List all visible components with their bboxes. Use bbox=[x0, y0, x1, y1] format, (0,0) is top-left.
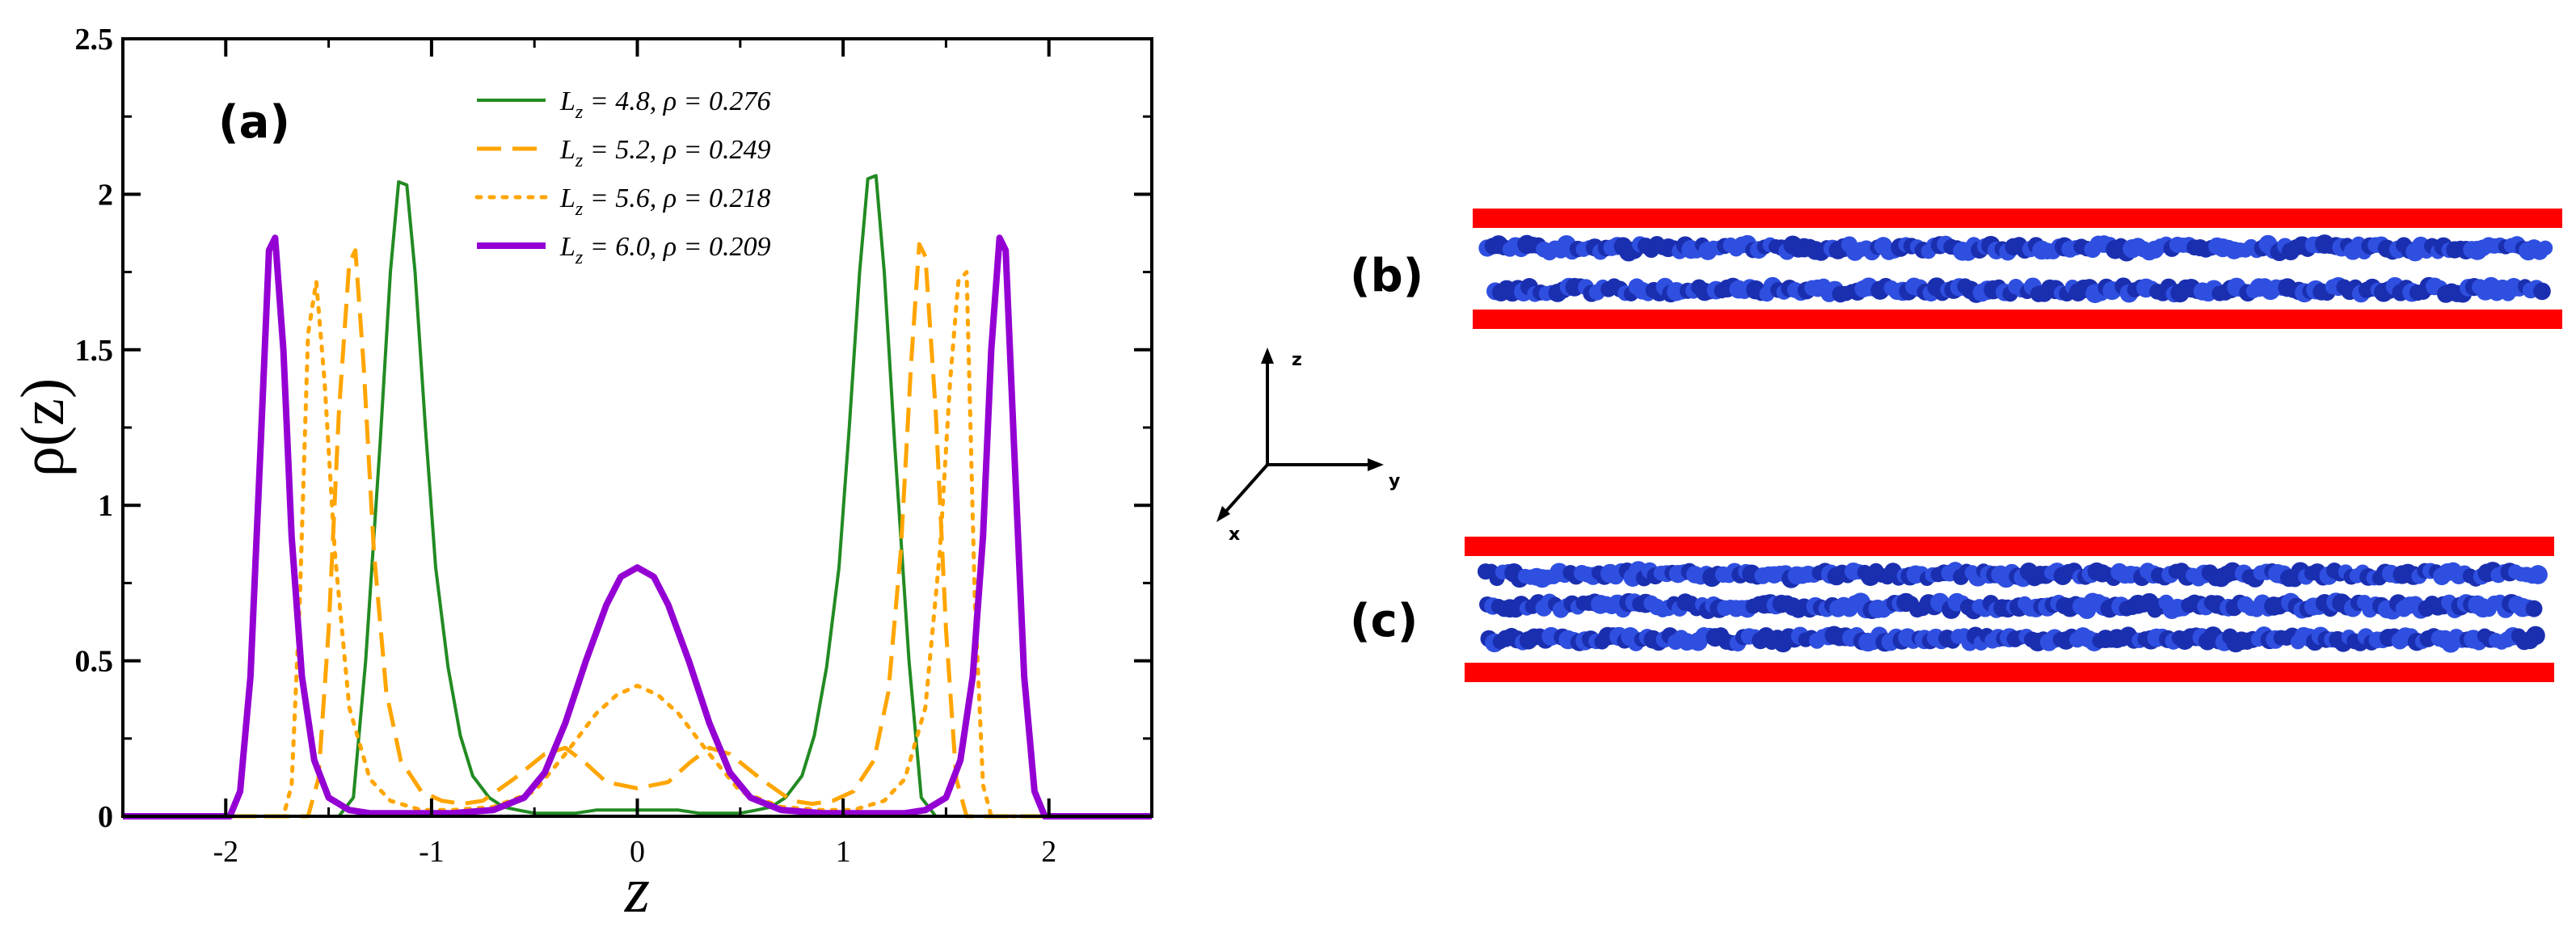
y-tick-label: 1 bbox=[98, 489, 113, 523]
x-tick-label: 2 bbox=[1041, 835, 1056, 869]
particle-bead bbox=[2528, 565, 2548, 584]
legend-entry-text: = 5.2, ρ = 0.249 bbox=[583, 135, 770, 165]
panel-a-label: (a) bbox=[218, 96, 290, 149]
series-line-3 bbox=[120, 270, 1154, 819]
legend-entry: Lz = 5.2, ρ = 0.249 bbox=[559, 135, 770, 171]
legend-entry-subscript: z bbox=[575, 150, 584, 171]
particle-bead bbox=[2533, 282, 2551, 301]
z-axis-arrowhead bbox=[1261, 348, 1274, 364]
legend-entry: Lz = 5.6, ρ = 0.218 bbox=[559, 183, 770, 220]
panel-b-snapshot bbox=[1473, 209, 2562, 329]
y-tick-label: 0 bbox=[98, 800, 113, 834]
legend-entry: Lz = 6.0, ρ = 0.209 bbox=[559, 232, 770, 268]
x-axis-label: z bbox=[624, 855, 650, 926]
legend-entry-symbol: L bbox=[559, 183, 575, 213]
particle-bead bbox=[2526, 626, 2545, 646]
x-axis-ticks: -2 -1 0 1 2 bbox=[121, 39, 1153, 869]
legend-entry-subscript: z bbox=[575, 247, 584, 268]
legend-entry-subscript: z bbox=[575, 102, 584, 123]
y-tick-label: 2.5 bbox=[75, 23, 114, 57]
top-wall bbox=[1465, 537, 2554, 556]
triad-y-label: y bbox=[1389, 471, 1400, 491]
triad-z-label: z bbox=[1292, 350, 1302, 370]
y-axis-ticks: 0 0.5 1 1.5 2 2.5 bbox=[75, 23, 1152, 834]
legend-entry-text: = 4.8, ρ = 0.276 bbox=[583, 86, 770, 116]
particle-layers bbox=[1477, 561, 2548, 653]
legend-entry-text: = 5.6, ρ = 0.218 bbox=[583, 183, 770, 213]
coordinate-axes bbox=[1216, 348, 1384, 522]
y-tick-label: 1.5 bbox=[75, 334, 114, 368]
x-tick-label: -2 bbox=[213, 835, 238, 869]
y-axis-arrowhead bbox=[1368, 458, 1384, 471]
bottom-wall bbox=[1473, 310, 2562, 329]
top-wall bbox=[1473, 209, 2562, 228]
legend-entry-symbol: L bbox=[559, 86, 575, 116]
x-tick-label: 1 bbox=[836, 835, 851, 869]
legend-entry-subscript: z bbox=[575, 199, 584, 220]
legend-entry-symbol: L bbox=[559, 232, 575, 262]
panel-c-snapshot bbox=[1465, 537, 2554, 682]
series-line-2 bbox=[123, 242, 1152, 819]
y-tick-label: 2 bbox=[98, 178, 113, 212]
bottom-wall bbox=[1465, 663, 2554, 682]
y-tick-label: 0.5 bbox=[75, 645, 114, 679]
panel-b-label: (b) bbox=[1350, 250, 1423, 302]
series-lines bbox=[120, 174, 1154, 820]
particle-bead bbox=[2525, 600, 2543, 617]
x-tick-label: 0 bbox=[630, 835, 645, 869]
x-axis-arrowhead bbox=[1216, 506, 1230, 522]
panel-c-label: (c) bbox=[1350, 595, 1418, 647]
legend-entry-symbol: L bbox=[559, 135, 575, 165]
series-line-4 bbox=[123, 234, 1152, 820]
density-profile-chart: -2 -1 0 1 2 0 0.5 1 1.5 2 2.5 z ρ(z) (a) Lz = 4.8… bbox=[9, 23, 1154, 926]
legend-entry-text: = 6.0, ρ = 0.209 bbox=[583, 232, 770, 262]
legend-entry: Lz = 4.8, ρ = 0.276 bbox=[559, 86, 770, 123]
particle-layers bbox=[1478, 234, 2553, 304]
x-tick-label: -1 bbox=[419, 835, 445, 869]
triad-x-label: x bbox=[1229, 525, 1240, 545]
y-axis-label: ρ(z) bbox=[9, 378, 77, 477]
particle-bead bbox=[2537, 240, 2553, 256]
x-axis-line bbox=[1221, 463, 1269, 517]
